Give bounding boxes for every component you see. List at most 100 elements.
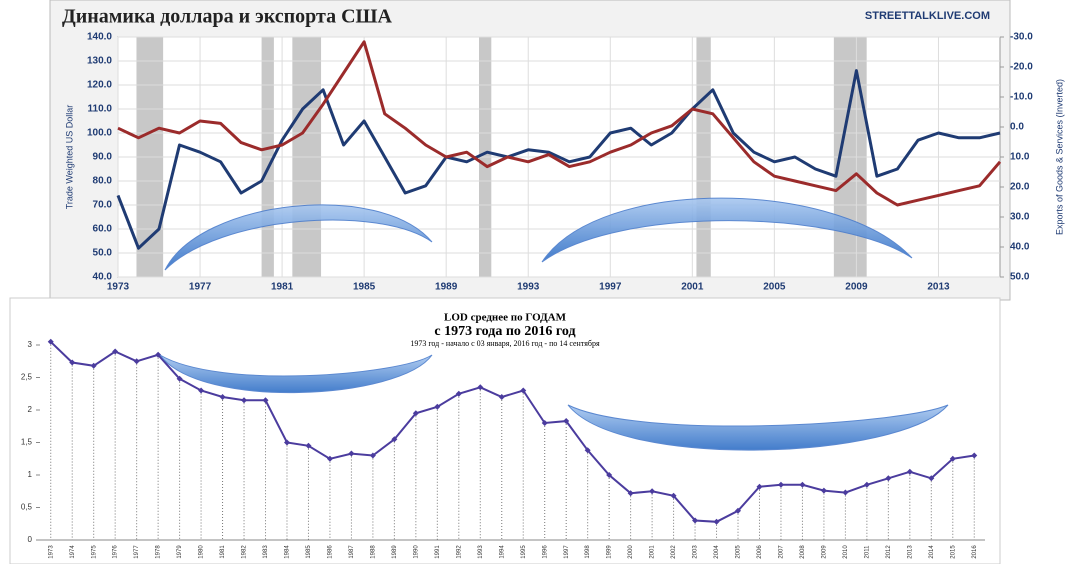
marker	[820, 487, 827, 494]
y-tick-label: 2	[28, 405, 33, 414]
marker	[133, 358, 140, 365]
chart-subtitle: с 1973 года по 2016 год	[434, 324, 575, 339]
y-axis-label: Trade Weighted US Dollar	[64, 105, 74, 210]
series-line	[117, 40, 1002, 207]
marker	[412, 410, 419, 417]
marker	[262, 397, 269, 404]
marker	[198, 387, 205, 394]
y-tick-label: 0,5	[21, 503, 33, 512]
marker	[477, 384, 484, 391]
x-tick-label: 1980	[199, 545, 205, 559]
x-tick-label: 1988	[370, 545, 376, 559]
decorative-arc	[164, 204, 433, 271]
x-tick-label: 1978	[156, 545, 162, 559]
x-tick-label: 1977	[134, 545, 140, 559]
marker	[219, 394, 226, 400]
marker	[713, 518, 720, 525]
marker	[434, 403, 441, 410]
x-tick-label: 2006	[757, 545, 763, 559]
marker	[606, 472, 613, 478]
x-tick-label: 2013	[927, 282, 950, 293]
y-tick-label: 3	[28, 340, 33, 349]
y-tick-label: 60.0	[93, 224, 113, 235]
series-line	[50, 341, 975, 523]
marker	[391, 436, 398, 443]
x-tick-label: 1973	[48, 545, 54, 559]
y2-tick-label: 0.0	[1010, 122, 1024, 133]
y-tick-label: 70.0	[93, 200, 113, 211]
x-tick-label: 1990	[413, 545, 419, 559]
y-tick-label: 0	[28, 535, 33, 544]
decorative-arc	[541, 197, 913, 263]
x-tick-label: 1994	[499, 545, 505, 559]
marker	[885, 475, 892, 482]
y-tick-label: 1,5	[21, 438, 33, 447]
x-tick-label: 2000	[628, 545, 634, 559]
x-tick-label: 1996	[542, 545, 548, 559]
marker	[112, 348, 119, 355]
x-tick-label: 2004	[714, 545, 720, 559]
x-tick-label: 2009	[821, 545, 827, 559]
marker	[498, 394, 505, 400]
y2-tick-label: -20.0	[1010, 62, 1033, 73]
x-tick-label: 2007	[779, 545, 785, 559]
x-tick-label: 1993	[517, 282, 540, 293]
x-tick-label: 2011	[864, 545, 870, 559]
series-line	[116, 69, 1001, 250]
decorative-arc	[159, 354, 433, 393]
y-tick-label: 2,5	[21, 373, 33, 382]
y-tick-label: 110.0	[88, 104, 113, 115]
chart-note: 1973 год - начало с 03 января, 2016 год …	[410, 339, 600, 348]
y2-tick-label: -30.0	[1010, 32, 1033, 43]
x-tick-label: 1977	[189, 282, 212, 293]
x-tick-label: 1992	[456, 545, 462, 559]
x-tick-label: 1993	[478, 545, 484, 559]
y-tick-label: 100.0	[87, 128, 112, 139]
y2-tick-label: 40.0	[1010, 242, 1030, 253]
marker	[928, 475, 935, 482]
marker	[305, 442, 312, 449]
marker	[627, 490, 634, 497]
x-tick-label: 2015	[950, 545, 956, 559]
y-tick-label: 1	[28, 470, 33, 479]
marker	[283, 439, 290, 446]
x-tick-label: 1982	[242, 545, 248, 559]
x-tick-label: 1985	[306, 545, 312, 559]
marker	[455, 390, 462, 397]
marker	[756, 483, 763, 490]
x-tick-label: 2016	[972, 545, 978, 559]
x-tick-label: 1979	[177, 545, 183, 559]
marker	[863, 481, 870, 488]
x-tick-label: 1989	[392, 545, 398, 559]
x-tick-label: 2008	[800, 545, 806, 559]
y2-tick-label: 50.0	[1010, 272, 1030, 283]
y-tick-label: 50.0	[93, 248, 113, 259]
y-tick-label: 140.0	[87, 32, 112, 43]
x-tick-label: 2012	[886, 545, 892, 559]
x-tick-label: 1999	[607, 545, 613, 559]
x-tick-label: 2013	[907, 545, 913, 559]
marker	[906, 468, 913, 475]
x-tick-label: 1991	[435, 545, 441, 559]
x-tick-label: 1976	[113, 545, 119, 559]
marker	[563, 418, 570, 425]
x-tick-label: 2005	[736, 545, 742, 559]
x-tick-label: 2014	[929, 545, 935, 559]
source: STREETTALKLIVE.COM	[865, 10, 990, 22]
x-tick-label: 1973	[107, 282, 130, 293]
marker	[155, 351, 162, 358]
x-tick-label: 2001	[681, 282, 704, 293]
x-tick-label: 2003	[693, 545, 699, 559]
marker	[47, 338, 54, 345]
x-tick-label: 1981	[271, 282, 294, 293]
marker	[777, 481, 784, 488]
marker	[735, 507, 742, 514]
x-tick-label: 1987	[349, 545, 355, 559]
y-tick-label: 90.0	[93, 152, 113, 163]
y2-tick-label: 20.0	[1010, 182, 1030, 193]
x-tick-label: 1974	[70, 545, 76, 559]
marker	[799, 481, 806, 488]
y-tick-label: 120.0	[87, 80, 112, 91]
marker	[369, 452, 376, 459]
